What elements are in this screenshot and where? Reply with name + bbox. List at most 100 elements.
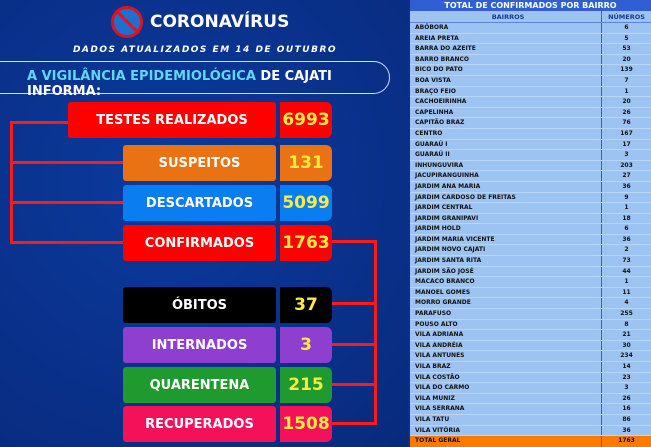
stat-value-1: 131 bbox=[280, 145, 332, 181]
table-row: VILA MUNIZ 26 bbox=[410, 393, 651, 405]
table-row: BARRO BRANCO 20 bbox=[410, 54, 651, 66]
bairro-name: VILA ANDRÉIA bbox=[410, 340, 602, 351]
bairro-name: BOA VISTA bbox=[410, 75, 602, 86]
bairro-count: 44 bbox=[622, 267, 631, 275]
table-row: JARDIM HOLD 6 bbox=[410, 224, 651, 235]
bairro-count: 2 bbox=[624, 246, 629, 254]
bairro-count: 5 bbox=[624, 34, 629, 42]
table-row: CACHOEIRINHA 20 bbox=[410, 97, 651, 108]
bairro-count: 139 bbox=[620, 66, 633, 74]
connector-line bbox=[374, 240, 377, 425]
no-virus-icon bbox=[111, 6, 143, 38]
table-row: BOA VISTA 7 bbox=[410, 75, 651, 87]
bairro-count: 1 bbox=[624, 87, 629, 95]
connector-line bbox=[330, 383, 376, 386]
table-row: JARDIM NOVO CAJATI 2 bbox=[410, 245, 651, 257]
stat-label-7: RECUPERADOS bbox=[123, 406, 276, 442]
bairro-name: GUARAÚ II bbox=[410, 150, 602, 160]
connector-line bbox=[10, 241, 125, 244]
connector-line bbox=[330, 240, 376, 243]
bairro-count: 36 bbox=[622, 182, 631, 190]
bairro-name: JARDIM SÃO JOSÉ bbox=[410, 266, 602, 277]
table-row: CAPELINHA 26 bbox=[410, 107, 651, 119]
bairro-name: ABÓBORA bbox=[410, 23, 602, 33]
stat-label-2: DESCARTADOS bbox=[123, 185, 276, 221]
bairro-count: 11 bbox=[622, 288, 631, 296]
table-row: JACUPIRANGUINHA 27 bbox=[410, 171, 651, 182]
bairro-name: BARRO BRANCO bbox=[410, 54, 602, 65]
table-row: VILA BRAZ 14 bbox=[410, 362, 651, 373]
bairro-count: 21 bbox=[622, 331, 631, 339]
bairro-name: CAPITÃO BRAZ bbox=[410, 118, 602, 128]
bairro-name: BRAÇO FEIO bbox=[410, 86, 602, 97]
bairro-name: JARDIM CARDOSO DE FREITAS bbox=[410, 192, 602, 203]
bairro-count: 6 bbox=[624, 24, 629, 31]
stat-label-5: INTERNADOS bbox=[123, 327, 276, 363]
table-row: VILA TATU 86 bbox=[410, 414, 651, 426]
bairro-name: JARDIM ANA MARIA bbox=[410, 181, 602, 192]
table-row: VILA ADRIANA 21 bbox=[410, 330, 651, 341]
bairro-count: 27 bbox=[622, 172, 631, 180]
bairro-count: 86 bbox=[622, 415, 631, 423]
table-row: AREIA PRETA 5 bbox=[410, 33, 651, 45]
bairro-name: BICO DO PATO bbox=[410, 65, 602, 75]
bairro-count: 20 bbox=[622, 98, 631, 106]
bairro-name: VILA SERRANA bbox=[410, 404, 602, 414]
bairro-count: 53 bbox=[622, 45, 631, 53]
bairro-count: 73 bbox=[622, 257, 631, 265]
bairro-name: PARAFUSO bbox=[410, 309, 602, 319]
stat-label-1: SUSPEITOS bbox=[123, 145, 276, 181]
table-row: JARDIM ANA MARIA 36 bbox=[410, 181, 651, 193]
bairro-count: 203 bbox=[620, 161, 633, 169]
banner: A VIGILÂNCIA EPIDEMIOLÓGICA DE CAJATI IN… bbox=[0, 61, 390, 99]
table-row: ABÓBORA 6 bbox=[410, 23, 651, 34]
bairro-name: CENTRO bbox=[410, 128, 602, 139]
bairro-name: INHUNGUVIRA bbox=[410, 160, 602, 171]
bairro-name: MORRO GRANDE bbox=[410, 298, 602, 309]
bairro-count: 3 bbox=[624, 384, 629, 392]
table-row: BRAÇO FEIO 1 bbox=[410, 86, 651, 98]
bairro-count: 1 bbox=[624, 204, 629, 212]
bairro-count: 3 bbox=[624, 151, 629, 159]
bairro-count: 9 bbox=[624, 193, 629, 201]
page-title: CORONAVÍRUS bbox=[150, 12, 290, 32]
table-header: BAIRROS NÚMEROS bbox=[410, 11, 651, 23]
table-row: MORRO GRANDE 4 bbox=[410, 298, 651, 310]
table-row: GUARAÚ II 3 bbox=[410, 150, 651, 161]
table-row: BARRA DO AZEITE 53 bbox=[410, 44, 651, 55]
connector-line bbox=[10, 121, 70, 124]
bairro-count: 18 bbox=[622, 214, 631, 222]
bairro-name: MACACO BRANCO bbox=[410, 277, 602, 287]
bairro-count: 23 bbox=[622, 373, 631, 381]
bairro-name: VILA VITÓRIA bbox=[410, 425, 602, 436]
bairro-name: GUARAÚ I bbox=[410, 139, 602, 150]
connector-line bbox=[10, 161, 125, 164]
table-row: VILA ANDRÉIA 30 bbox=[410, 340, 651, 352]
bairro-count: 36 bbox=[622, 235, 631, 243]
stat-value-5: 3 bbox=[280, 327, 332, 363]
stat-value-4: 37 bbox=[280, 287, 332, 323]
bairro-count: 234 bbox=[620, 352, 633, 360]
bairro-name: VILA COSTÃO bbox=[410, 372, 602, 383]
bairro-name: JACUPIRANGUINHA bbox=[410, 171, 602, 181]
connector-line bbox=[330, 343, 376, 346]
bairro-name: JARDIM SANTA RITA bbox=[410, 256, 602, 266]
table-row: CENTRO 167 bbox=[410, 128, 651, 140]
bairro-count: 8 bbox=[624, 320, 629, 328]
bairro-name: CAPELINHA bbox=[410, 107, 602, 118]
connector-line bbox=[10, 121, 13, 244]
stat-label-6: QUARENTENA bbox=[123, 367, 276, 403]
banner-text: DE CAJATI INFORMA: bbox=[27, 69, 332, 99]
infographic-panel: CORONAVÍRUS DADOS ATUALIZADOS EM 14 DE O… bbox=[0, 0, 408, 447]
table-row: JARDIM CARDOSO DE FREITAS 9 bbox=[410, 192, 651, 204]
bairro-name: POUSO ALTO bbox=[410, 319, 602, 330]
bairro-count: 16 bbox=[622, 405, 631, 413]
bairro-count: 7 bbox=[624, 76, 629, 84]
bairro-name: VILA ANTUNES bbox=[410, 351, 602, 361]
table-row: MACACO BRANCO 1 bbox=[410, 277, 651, 288]
bairro-name: MANOEL GOMES bbox=[410, 287, 602, 298]
connector-line bbox=[330, 302, 376, 305]
table-row: POUSO ALTO 8 bbox=[410, 319, 651, 331]
stat-value-3: 1763 bbox=[280, 225, 332, 261]
stat-value-2: 5099 bbox=[280, 185, 332, 221]
